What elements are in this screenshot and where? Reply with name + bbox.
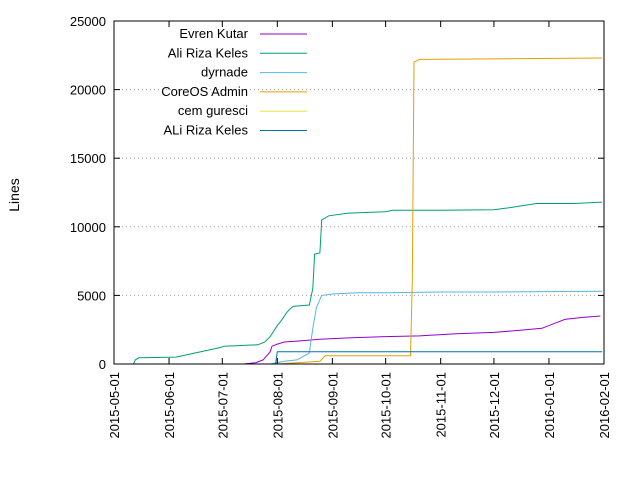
series-line [270,290,603,365]
y-axis-label: Lines [6,178,22,211]
legend-label: Ali Riza Keles [168,45,249,60]
x-tick-labels: 2015-05-01 2015-06-01 2015-07-01 2015-08-01… [107,372,612,439]
y-tick-labels: 0 5000 10000 15000 20000 25000 [70,14,106,372]
y-tick-label: 5000 [77,288,106,303]
y-tick-label: 25000 [70,14,106,29]
y-tick-label: 0 [99,357,106,372]
series-line [133,201,603,365]
x-tick-label: 2016-01-01 [542,372,557,439]
y-tick-label: 10000 [70,220,106,235]
series-line [277,57,603,365]
legend-label: dyrnade [201,65,248,80]
series-lines [133,57,603,365]
series-line [275,351,603,365]
x-tick-label: 2015-11-01 [434,372,449,438]
x-tick-label: 2015-10-01 [379,372,394,439]
legend: Evren Kutar Ali Riza Keles dyrnade CoreOS A… [161,26,307,138]
x-tick-label: 2015-06-01 [162,372,177,439]
x-tick-label: 2016-02-01 [597,372,612,439]
legend-label: ALi Riza Keles [163,123,248,138]
x-tick-label: 2015-07-01 [215,372,230,439]
legend-label: cem guresci [178,103,248,118]
y-tick-label: 20000 [70,83,106,98]
x-tick-label: 2015-05-01 [107,372,122,439]
x-tick-label: 2015-09-01 [325,372,340,439]
x-tick-label: 2015-12-01 [487,372,502,439]
x-tick-label: 2015-08-01 [270,372,285,439]
y-tick-label: 15000 [70,151,106,166]
legend-label: Evren Kutar [179,26,248,41]
plot-border [113,20,605,365]
grid [114,89,604,296]
axes [113,20,605,365]
series-line [243,315,601,365]
legend-label: CoreOS Admin [161,84,248,99]
